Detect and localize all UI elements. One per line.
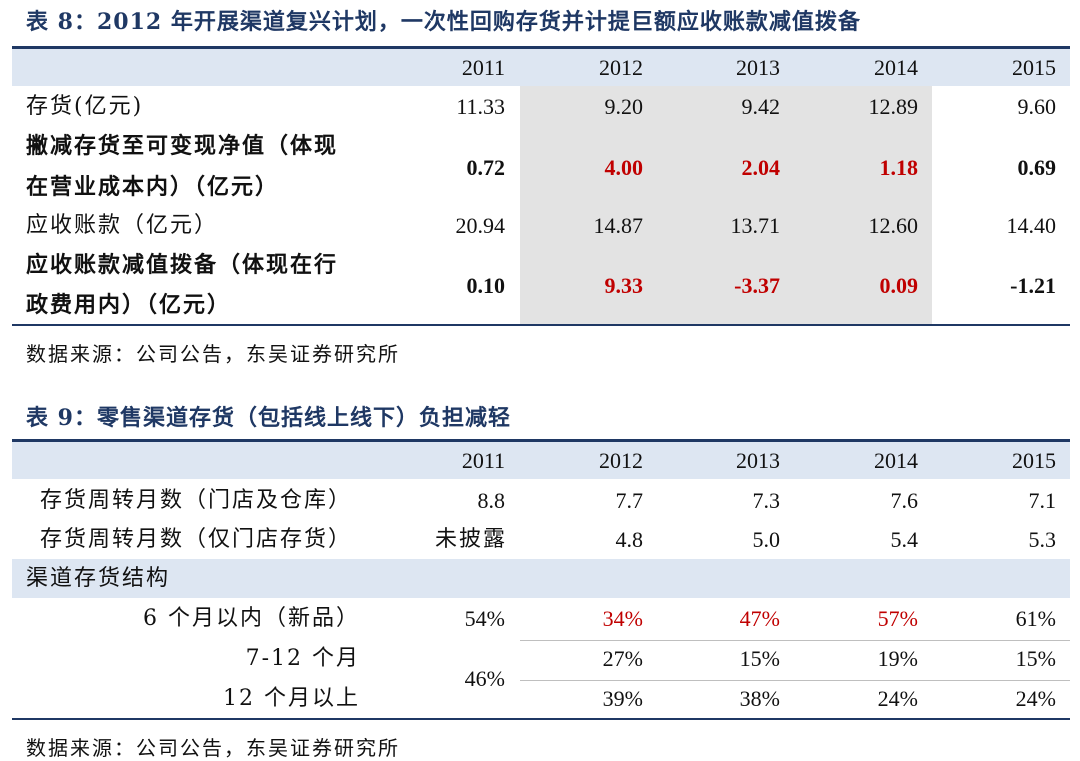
cell-2014: 1.18 (879, 155, 919, 180)
cell-2012: 9.33 (604, 273, 644, 298)
year-2015: 2015 (1012, 448, 1056, 473)
year-2012: 2012 (599, 55, 643, 80)
year-2014: 2014 (874, 55, 918, 80)
table9-bottom-rule (12, 718, 1070, 720)
table8-header-band (12, 49, 1070, 86)
cell-2013: 13.71 (730, 213, 781, 238)
cell-2011: 未披露 (434, 527, 507, 552)
row-label-line1: 撇减存货至可变现净值（体现 (26, 133, 339, 159)
row-label: 12 个月以上 (223, 686, 360, 711)
cell-2013: 9.42 (741, 94, 781, 119)
year-2011: 2011 (461, 55, 505, 80)
year-2012: 2012 (599, 448, 643, 473)
row-label-line2: 在营业成本内）（亿元） (26, 174, 280, 200)
cell-2012: 9.20 (604, 94, 644, 119)
cell-2013: -3.37 (734, 273, 780, 298)
row-label-line2: 政费用内）（亿元） (26, 292, 232, 318)
cell-2014: 57% (877, 606, 918, 631)
row-label: 7-12 个月 (245, 646, 360, 671)
table8-highlight-columns (520, 86, 932, 324)
year-2013: 2013 (736, 55, 780, 80)
cell-2013: 7.3 (752, 488, 781, 513)
cell-2014: 24% (877, 686, 918, 711)
year-2014: 2014 (874, 448, 918, 473)
year-2015: 2015 (1012, 55, 1056, 80)
cell-2012: 7.7 (615, 488, 644, 513)
row-label: 应收账款（亿元） (26, 213, 219, 238)
cell-2011: 0.72 (466, 155, 506, 180)
cell-2015: 61% (1015, 606, 1056, 631)
cell-2011: 0.10 (466, 273, 506, 298)
row-separator (520, 640, 1070, 641)
cell-2012: 4.8 (615, 527, 644, 552)
table8-source: 数据来源：公司公告，东吴证券研究所 (26, 342, 400, 366)
table9-section-band (12, 559, 1070, 598)
cell-2015: 5.3 (1028, 527, 1057, 552)
cell-2015: 9.60 (1017, 94, 1057, 119)
row-label: 存货(亿元) (26, 94, 144, 119)
cell-2014: 19% (877, 646, 918, 671)
cell-2012: 14.87 (593, 213, 644, 238)
section-label: 渠道存货结构 (26, 566, 171, 591)
cell-2013: 38% (739, 686, 780, 711)
cell-2015: -1.21 (1010, 273, 1056, 298)
cell-2012: 4.00 (604, 155, 644, 180)
merged-cell-2011: 46% (464, 666, 505, 691)
cell-2011: 54% (464, 606, 505, 631)
cell-2012: 27% (602, 646, 643, 671)
cell-2011: 11.33 (456, 94, 505, 119)
table9-source: 数据来源：公司公告，东吴证券研究所 (26, 736, 400, 760)
table8-top-rule (12, 46, 1070, 49)
table9-title: 表 9：零售渠道存货（包括线上线下）负担减轻 (26, 405, 511, 431)
cell-2011: 8.8 (477, 488, 506, 513)
cell-2015: 24% (1015, 686, 1056, 711)
table9-header-band (12, 442, 1070, 479)
year-2011: 2011 (461, 448, 505, 473)
table9-top-rule (12, 439, 1070, 442)
table8-bottom-rule (12, 324, 1070, 326)
cell-2014: 7.6 (890, 488, 919, 513)
cell-2013: 15% (739, 646, 780, 671)
table8-title: 表 8：2012 年开展渠道复兴计划，一次性回购存货并计提巨额应收账款减值拨备 (26, 9, 861, 35)
cell-2013: 47% (739, 606, 780, 631)
row-label-line1: 应收账款减值拨备（体现在行 (26, 252, 339, 278)
row-separator (520, 680, 1070, 681)
cell-2012: 39% (602, 686, 643, 711)
cell-2014: 5.4 (890, 527, 919, 552)
cell-2013: 2.04 (741, 155, 781, 180)
cell-2015: 14.40 (1006, 213, 1057, 238)
cell-2013: 5.0 (752, 527, 781, 552)
cell-2015: 15% (1015, 646, 1056, 671)
cell-2015: 7.1 (1028, 488, 1057, 513)
cell-2014: 0.09 (879, 273, 919, 298)
cell-2014: 12.60 (868, 213, 919, 238)
row-label: 6 个月以内（新品） (143, 606, 360, 631)
year-2013: 2013 (736, 448, 780, 473)
cell-2014: 12.89 (868, 94, 919, 119)
cell-2015: 0.69 (1017, 155, 1057, 180)
row-label: 存货周转月数（门店及仓库） (40, 488, 353, 513)
row-label: 存货周转月数（仅门店存货） (40, 527, 353, 552)
cell-2012: 34% (602, 606, 643, 631)
cell-2011: 20.94 (455, 213, 506, 238)
